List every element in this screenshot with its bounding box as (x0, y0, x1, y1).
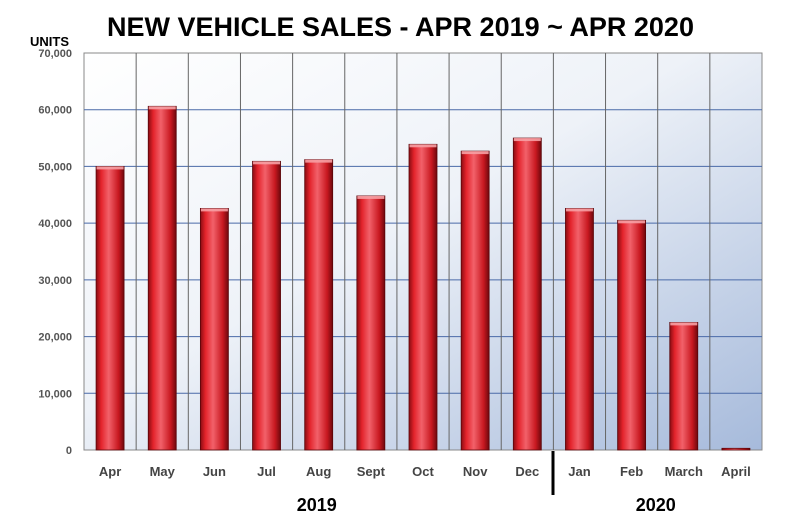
x-tick-label: May (150, 464, 176, 479)
x-tick-label: Dec (515, 464, 539, 479)
year-label-2020: 2020 (635, 495, 676, 515)
bar-aug (304, 159, 334, 451)
bar-april (721, 447, 751, 451)
y-axis-label: UNITS (30, 34, 69, 49)
y-tick-label: 10,000 (38, 388, 72, 400)
year-label-2019: 2019 (296, 495, 337, 515)
x-tick-label: Feb (620, 464, 643, 479)
x-tick-label: Oct (412, 464, 434, 479)
chart-title: NEW VEHICLE SALES - APR 2019 ~ APR 2020 (107, 12, 694, 42)
x-tick-label: April (721, 464, 751, 479)
bar-feb (617, 219, 647, 451)
bar-jul (252, 160, 281, 451)
x-tick-label: March (665, 464, 703, 479)
x-tick-label: Apr (99, 464, 121, 479)
x-tick-label: Sept (357, 464, 386, 479)
bar-dec (512, 137, 542, 451)
y-tick-label: 30,000 (38, 275, 72, 287)
x-tick-label: Nov (463, 464, 488, 479)
x-tick-label: Jan (568, 464, 590, 479)
y-tick-label: 20,000 (38, 332, 72, 344)
x-tick-label: Aug (306, 464, 331, 479)
y-tick-label: 60,000 (38, 105, 72, 117)
x-tick-label: Jun (203, 464, 226, 479)
y-tick-label: 70,000 (38, 48, 72, 60)
bar-oct (408, 143, 438, 451)
bar-nov (460, 150, 490, 451)
y-tick-label: 0 (66, 445, 72, 457)
bar-apr (95, 166, 125, 451)
bar-jun (199, 207, 229, 451)
bar-sept (356, 195, 386, 451)
bar-march (669, 321, 699, 451)
bar-jan (565, 207, 594, 451)
y-tick-label: 50,000 (38, 161, 72, 173)
y-tick-label: 40,000 (38, 218, 72, 230)
x-tick-label: Jul (257, 464, 276, 479)
bar-may (147, 105, 177, 451)
